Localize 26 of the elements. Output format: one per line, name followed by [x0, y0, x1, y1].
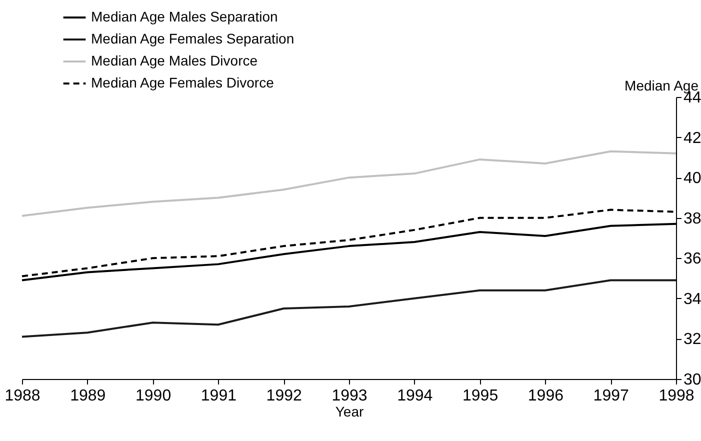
x-tick-label: 1996 [528, 388, 564, 404]
legend-label: Median Age Females Separation [91, 30, 294, 46]
x-tick-label: 1991 [200, 388, 237, 404]
x-tick-label: 1997 [593, 388, 629, 404]
x-tick-label: 1994 [397, 388, 433, 404]
line-series [21, 150, 677, 217]
y-tick-label: 30 [684, 372, 701, 388]
legend-label: Median Age Males Separation [91, 8, 278, 24]
y-tick-label: 38 [684, 210, 701, 228]
y-tick-label: 32 [684, 331, 701, 348]
x-tick-label: 1989 [70, 388, 106, 404]
legend-label: Median Age Males Divorce [91, 52, 258, 68]
y-axis-title: Median Age [624, 78, 699, 94]
x-tick-label: 1995 [462, 388, 498, 404]
y-tick-label: 40 [684, 170, 701, 188]
x-tick-label: 1998 [658, 388, 694, 404]
x-tick-label: 1988 [4, 388, 40, 404]
x-tick-label: 1993 [332, 388, 368, 404]
legend-label: Median Age Females Divorce [91, 74, 274, 90]
y-tick-label: 42 [684, 130, 701, 147]
x-axis-title: Year [335, 404, 364, 420]
y-tick-label: 34 [684, 290, 701, 308]
line-series [21, 279, 677, 338]
y-tick-label: 36 [684, 250, 701, 268]
x-tick-label: 1990 [136, 388, 172, 404]
x-tick-label: 1992 [266, 388, 302, 404]
